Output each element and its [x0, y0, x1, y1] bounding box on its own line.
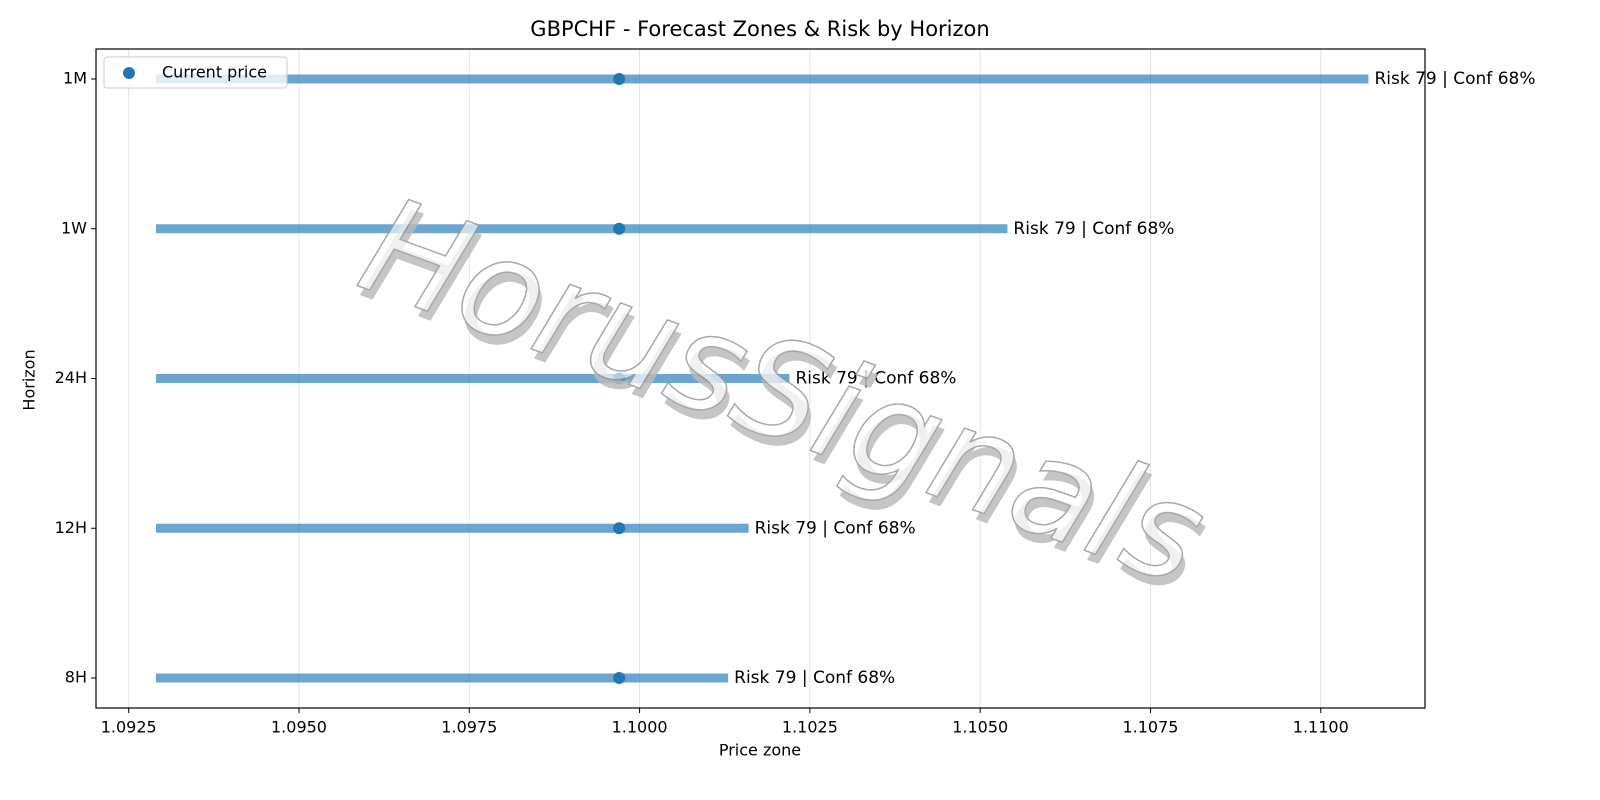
annotation: Risk 79 | Conf 68% — [734, 668, 895, 688]
y-tick-label: 1W — [61, 218, 87, 237]
legend-marker — [123, 67, 135, 79]
x-tick-label: 1.1100 — [1293, 718, 1349, 737]
x-tick-label: 1.1000 — [612, 718, 668, 737]
current-price-dot — [613, 372, 626, 385]
legend-label: Current price — [162, 63, 267, 82]
annotation: Risk 79 | Conf 68% — [1013, 219, 1174, 239]
annotation: Risk 79 | Conf 68% — [795, 369, 956, 389]
x-tick-label: 1.1025 — [782, 718, 838, 737]
y-tick-label: 8H — [65, 668, 87, 687]
x-tick-label: 1.1050 — [952, 718, 1008, 737]
y-tick-label: 1M — [63, 69, 87, 88]
y-tick-label: 24H — [55, 368, 87, 387]
legend-box — [103, 56, 288, 89]
current-price-dot — [613, 222, 626, 235]
annotation: Risk 79 | Conf 68% — [755, 518, 916, 538]
chart-title: GBPCHF - Forecast Zones & Risk by Horizo… — [530, 17, 989, 41]
current-price-dot — [613, 522, 626, 535]
x-axis-label: Price zone — [719, 741, 801, 760]
annotation: Risk 79 | Conf 68% — [1374, 69, 1535, 89]
x-tick-label: 1.0975 — [441, 718, 497, 737]
current-price-dot — [613, 73, 626, 85]
y-axis-label: Horizon — [20, 349, 39, 410]
plot-frame — [95, 48, 1426, 709]
y-tick-label: 12H — [55, 518, 87, 537]
x-tick-label: 1.1075 — [1122, 718, 1178, 737]
x-tick-label: 1.0950 — [271, 718, 327, 737]
x-tick-label: 1.0925 — [101, 718, 157, 737]
current-price-dot — [613, 672, 626, 684]
